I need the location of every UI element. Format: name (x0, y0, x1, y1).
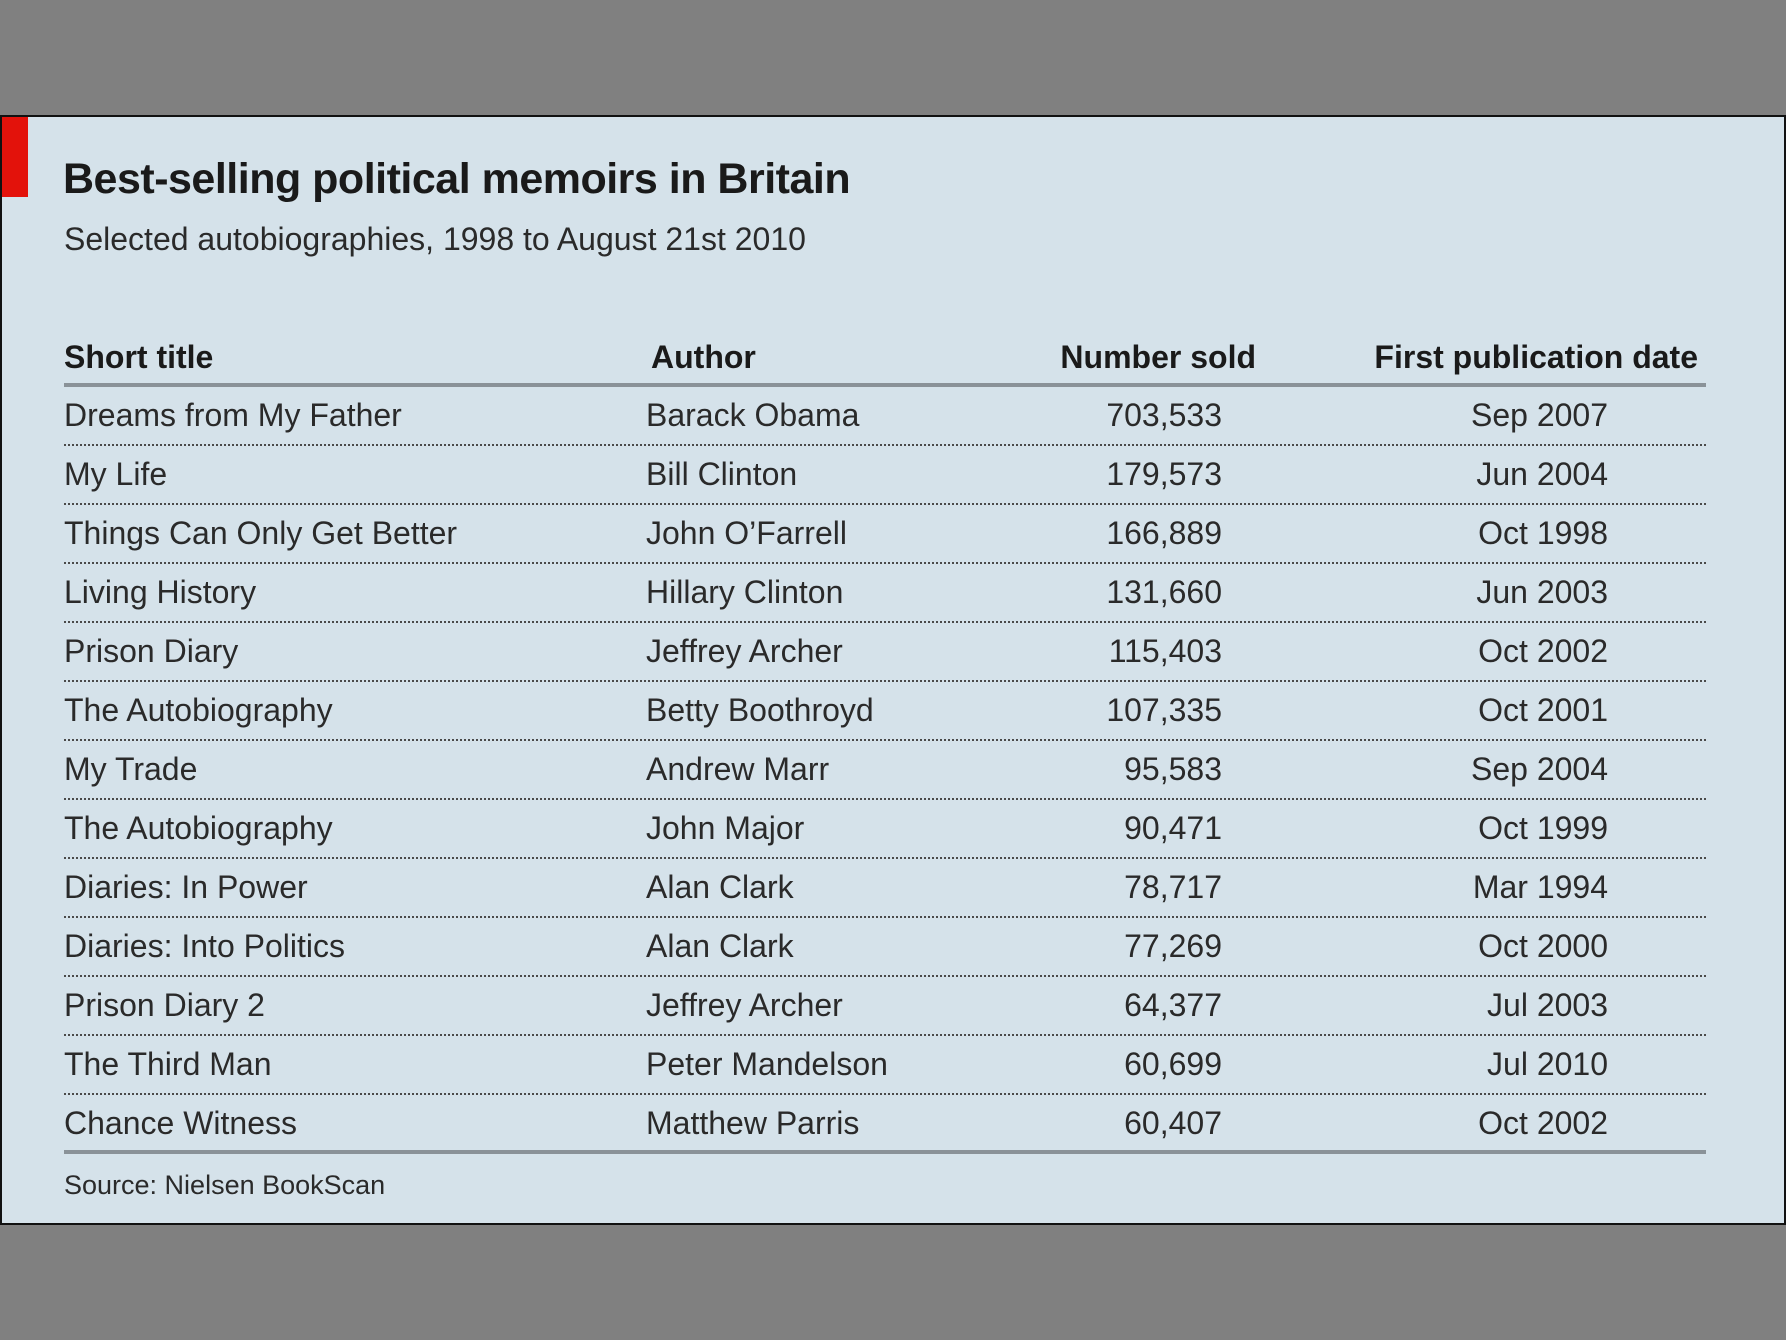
cell-publication-date: Oct 1999 (1478, 810, 1608, 846)
cell-number-sold: 60,699 (1124, 1046, 1222, 1082)
cell-number-sold: 703,533 (1106, 397, 1222, 433)
cell-author: Alan Clark (646, 928, 794, 964)
cell-author: Bill Clinton (646, 456, 798, 492)
cell-publication-date: Jul 2003 (1487, 987, 1608, 1023)
cell-short-title: Prison Diary (64, 633, 239, 669)
chart-card: Best-selling political memoirs in Britai… (0, 115, 1786, 1225)
cell-publication-date: Mar 1994 (1472, 869, 1608, 905)
cell-number-sold: 64,377 (1124, 987, 1222, 1023)
cell-publication-date: Oct 2002 (1478, 1105, 1608, 1141)
table-row: The Autobiography John Major 90,471 Oct 199… (64, 800, 1706, 859)
cell-publication-date: Jul 2010 (1487, 1046, 1608, 1082)
table-row: Dreams from My Father Barack Obama 703,533… (64, 387, 1706, 446)
cell-short-title: Diaries: Into Politics (64, 928, 345, 964)
cell-publication-date: Jun 2004 (1476, 456, 1608, 492)
cell-author: Jeffrey Archer (646, 633, 843, 669)
cell-number-sold: 90,471 (1124, 810, 1222, 846)
cell-number-sold: 77,269 (1124, 928, 1222, 964)
cell-short-title: The Third Man (64, 1046, 272, 1082)
cell-author: Betty Boothroyd (646, 692, 874, 728)
table-row: The Third Man Peter Mandelson 60,699 Jul 20… (64, 1036, 1706, 1095)
cell-publication-date: Oct 2002 (1478, 633, 1608, 669)
cell-author: Alan Clark (646, 869, 794, 905)
table-row: Diaries: Into Politics Alan Clark 77,269 Oc… (64, 918, 1706, 977)
header-author: Author (651, 339, 756, 375)
source-note: Source: Nielsen BookScan (64, 1170, 386, 1200)
cell-author: Peter Mandelson (646, 1046, 888, 1082)
cell-publication-date: Oct 2000 (1478, 928, 1608, 964)
cell-short-title: Diaries: In Power (64, 869, 308, 905)
chart-subtitle: Selected autobiographies, 1998 to August… (64, 221, 806, 257)
table-header: Short title Author Number sold First pub… (64, 327, 1706, 387)
cell-short-title: My Life (64, 456, 168, 492)
table-row: My Life Bill Clinton 179,573 Jun 2004 (64, 446, 1706, 505)
cell-number-sold: 107,335 (1106, 692, 1222, 728)
cell-number-sold: 95,583 (1124, 751, 1222, 787)
cell-publication-date: Oct 2001 (1478, 692, 1608, 728)
cell-number-sold: 78,717 (1124, 869, 1222, 905)
cell-author: Andrew Marr (646, 751, 830, 787)
cell-publication-date: Oct 1998 (1478, 515, 1608, 551)
cell-number-sold: 166,889 (1106, 515, 1222, 551)
cell-short-title: Dreams from My Father (64, 397, 402, 433)
table-row: Diaries: In Power Alan Clark 78,717 Mar 199… (64, 859, 1706, 918)
cell-author: Jeffrey Archer (646, 987, 843, 1023)
cell-short-title: Prison Diary 2 (64, 987, 265, 1023)
cell-number-sold: 115,403 (1108, 633, 1222, 669)
cell-number-sold: 131,660 (1106, 574, 1222, 610)
cell-author: John Major (646, 810, 805, 846)
table-row: Prison Diary 2 Jeffrey Archer 64,377 Jul 20… (64, 977, 1706, 1036)
table-row: My Trade Andrew Marr 95,583 Sep 2004 (64, 741, 1706, 800)
cell-author: Matthew Parris (646, 1105, 860, 1141)
cell-short-title: The Autobiography (64, 810, 333, 846)
cell-author: Hillary Clinton (646, 574, 844, 610)
cell-author: John O’Farrell (646, 515, 847, 551)
header-short-title: Short title (64, 339, 214, 375)
cell-number-sold: 179,573 (1106, 456, 1222, 492)
cell-short-title: Chance Witness (64, 1105, 297, 1141)
cell-publication-date: Jun 2003 (1476, 574, 1608, 610)
cell-short-title: Things Can Only Get Better (64, 515, 458, 551)
cell-number-sold: 60,407 (1124, 1105, 1222, 1141)
cell-publication-date: Sep 2004 (1470, 751, 1608, 787)
chart-title: Best-selling political memoirs in Britai… (63, 155, 851, 203)
table-row: The Autobiography Betty Boothroyd 107,335 O… (64, 682, 1706, 741)
cell-short-title: My Trade (64, 751, 198, 787)
red-accent-tab (2, 117, 28, 197)
cell-short-title: The Autobiography (64, 692, 333, 728)
table-row: Things Can Only Get Better John O’Farrell… (64, 505, 1706, 564)
cell-publication-date: Sep 2007 (1470, 397, 1608, 433)
memoirs-table: Short title Author Number sold First pub… (64, 327, 1706, 1154)
table-row: Prison Diary Jeffrey Archer 115,403 Oct 200… (64, 623, 1706, 682)
table-row: Chance Witness Matthew Parris 60,407 Oct 20… (64, 1095, 1706, 1154)
header-publication-date: First publication date (1374, 339, 1698, 375)
table-body: Dreams from My Father Barack Obama 703,533… (64, 387, 1706, 1154)
cell-author: Barack Obama (646, 397, 860, 433)
header-number-sold: Number sold (1060, 339, 1256, 375)
table-row: Living History Hillary Clinton 131,660 Jun … (64, 564, 1706, 623)
cell-short-title: Living History (64, 574, 257, 610)
